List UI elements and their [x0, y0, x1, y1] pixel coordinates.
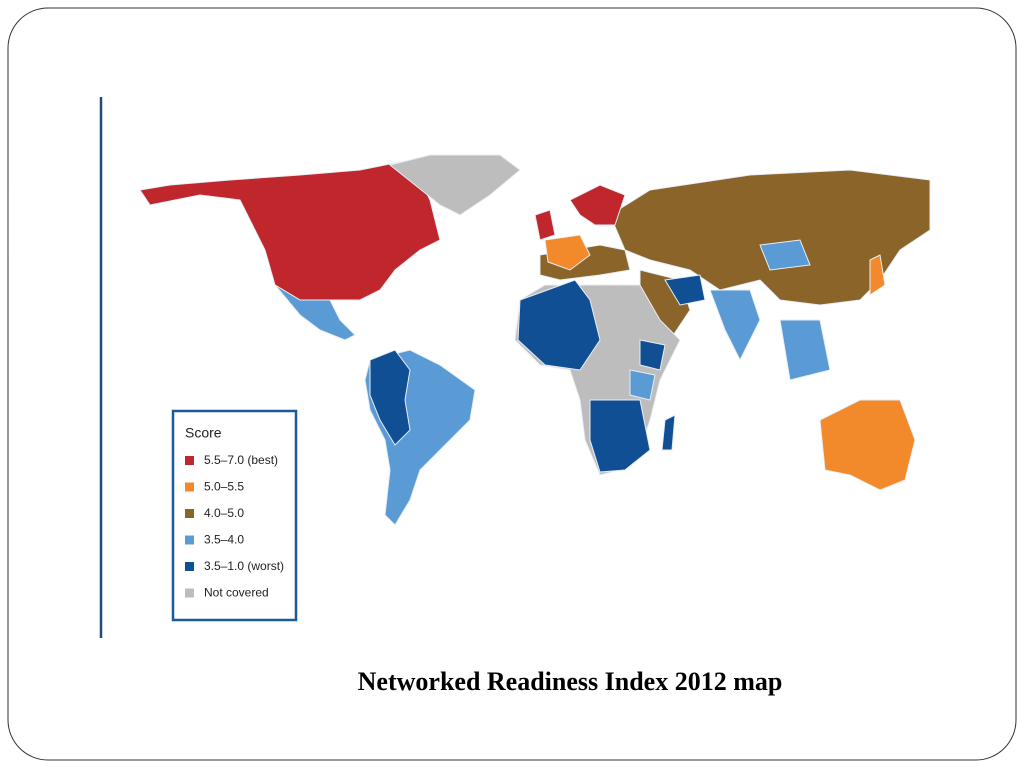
region [517, 279, 601, 371]
legend-swatch [185, 482, 194, 492]
legend-label: 3.5–1.0 (worst) [204, 559, 284, 573]
region [664, 274, 706, 306]
region [544, 234, 591, 271]
legend-swatch [185, 535, 194, 545]
region [661, 414, 676, 451]
legend-swatch [185, 456, 194, 465]
region [609, 169, 931, 306]
region [639, 339, 666, 371]
world-map [139, 154, 931, 526]
legend-label: 5.5–7.0 (best) [204, 453, 278, 467]
region [589, 399, 651, 473]
region [274, 284, 356, 341]
region [779, 319, 831, 381]
legend-label: 4.0–5.0 [204, 506, 244, 520]
legend-label: 5.0–5.5 [204, 480, 244, 494]
legend: 5.5–7.0 (best) 5.0–5.5 4.0–5.0 3.5–4.0 3.5–1… [185, 453, 284, 600]
region [569, 184, 626, 226]
legend-title: Score [185, 425, 222, 441]
region [709, 289, 761, 362]
legend-label: Not covered [204, 586, 269, 600]
legend-label: 3.5–4.0 [204, 533, 244, 547]
region [534, 209, 556, 241]
region [869, 254, 886, 296]
region [819, 399, 916, 491]
caption: Networked Readiness Index 2012 map [358, 667, 783, 696]
region [388, 154, 521, 216]
region [759, 239, 811, 271]
region [139, 159, 441, 301]
legend-swatch [185, 509, 194, 518]
slide-frame [7, 7, 1017, 761]
region [629, 369, 656, 401]
legend-swatch [185, 588, 194, 598]
legend-swatch [185, 562, 194, 571]
region [369, 349, 411, 446]
